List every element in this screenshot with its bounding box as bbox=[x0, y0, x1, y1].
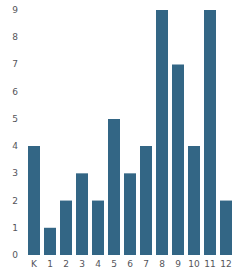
svg-text:5: 5 bbox=[12, 114, 18, 124]
svg-text:12: 12 bbox=[220, 259, 231, 269]
svg-text:3: 3 bbox=[79, 259, 85, 269]
svg-text:9: 9 bbox=[12, 5, 18, 15]
svg-text:7: 7 bbox=[12, 59, 18, 69]
svg-text:7: 7 bbox=[143, 259, 149, 269]
svg-text:8: 8 bbox=[12, 32, 18, 42]
svg-text:K: K bbox=[31, 259, 38, 269]
svg-text:4: 4 bbox=[12, 141, 18, 151]
svg-text:4: 4 bbox=[95, 259, 101, 269]
svg-text:3: 3 bbox=[12, 168, 18, 178]
svg-text:1: 1 bbox=[12, 223, 18, 233]
svg-text:6: 6 bbox=[12, 87, 18, 97]
svg-text:1: 1 bbox=[47, 259, 53, 269]
svg-text:5: 5 bbox=[111, 259, 117, 269]
svg-text:0: 0 bbox=[12, 250, 18, 260]
svg-text:2: 2 bbox=[63, 259, 69, 269]
svg-text:6: 6 bbox=[127, 259, 133, 269]
svg-text:9: 9 bbox=[175, 259, 181, 269]
svg-text:10: 10 bbox=[188, 259, 200, 269]
svg-text:8: 8 bbox=[159, 259, 165, 269]
svg-text:11: 11 bbox=[204, 259, 215, 269]
svg-text:2: 2 bbox=[12, 196, 18, 206]
